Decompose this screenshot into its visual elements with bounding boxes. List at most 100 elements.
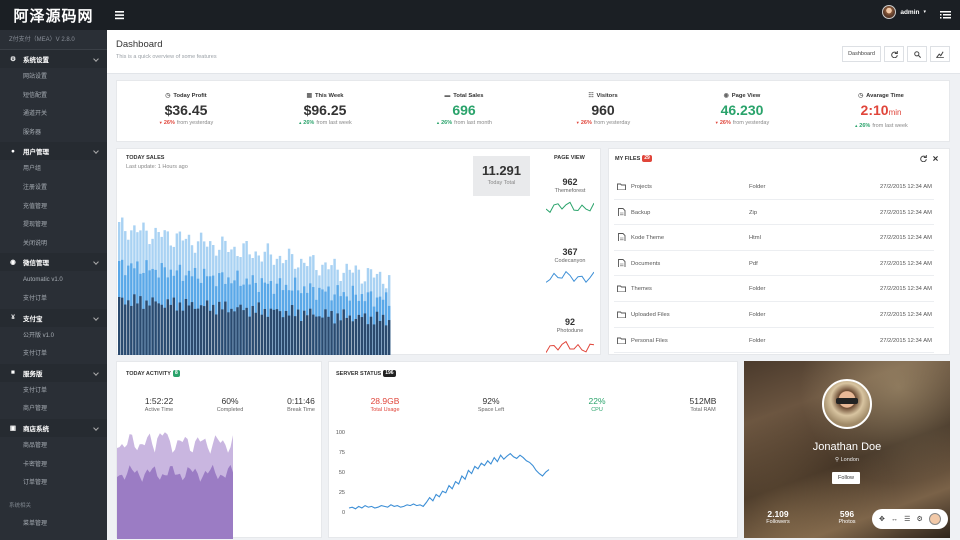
profile-avatar[interactable]	[822, 379, 872, 429]
toolbar-avatar[interactable]	[928, 513, 941, 525]
server-series-line	[348, 452, 550, 510]
arrow-up-icon: ▲	[436, 120, 442, 125]
menu-toggle-icon[interactable]	[114, 8, 126, 22]
refresh-icon[interactable]	[920, 155, 927, 162]
sidebar-group-3[interactable]: ◉ 微信管理	[0, 253, 107, 272]
today-total-box: 11.291 Today Total	[473, 156, 530, 196]
sidebar-item[interactable]: 通道开关	[23, 111, 48, 118]
stat-value: 960	[534, 102, 672, 118]
sales-bar-dark	[345, 317, 348, 355]
list-menu-icon[interactable]	[940, 9, 951, 21]
sales-bar-dark	[145, 300, 148, 355]
pageview-label: Codecanyon	[554, 258, 586, 264]
sales-bar-dark	[266, 316, 270, 355]
refresh-button[interactable]	[884, 46, 904, 62]
sidebar-item[interactable]: 商户管理	[23, 406, 48, 413]
sidebar-group-4[interactable]: ¥ 支付宝	[0, 308, 107, 327]
sidebar-group-6[interactable]: ▣ 商店系统	[0, 418, 107, 437]
sales-bar-dark	[375, 311, 379, 355]
folder-icon	[617, 285, 626, 293]
file-row[interactable]: Themes Folder 27/2/2015 12:34 AM	[614, 276, 934, 302]
sidebar-item[interactable]: 提现管理	[23, 222, 48, 229]
sidebar-group-1[interactable]: ⚙ 系统设置	[0, 50, 107, 68]
sidebar-item[interactable]: 短信配置	[23, 92, 48, 99]
sidebar-group-5[interactable]: ■ 服务版	[0, 363, 107, 382]
sidebar-item[interactable]: 商品管理	[23, 442, 48, 449]
sidebar-item[interactable]: 网站设置	[23, 74, 48, 80]
user-menu[interactable]: admin ▾	[882, 5, 926, 19]
toolbar-tool-icon[interactable]: ☰	[904, 516, 911, 523]
stat-label: ☷ Visitors	[534, 93, 672, 99]
sidebar-item[interactable]: Automatic v1.0	[23, 277, 63, 284]
activity-metric-value: 0:11:46	[287, 396, 315, 406]
search-button[interactable]	[907, 46, 927, 62]
sidebar-item[interactable]: 支付订单	[23, 295, 48, 302]
sidebar-item[interactable]: 公开版 v1.0	[23, 332, 55, 339]
sales-bar-dark	[142, 308, 145, 355]
file-row[interactable]: Projects Folder 27/2/2015 12:34 AM	[614, 174, 934, 200]
sidebar-item-label: 菜单管理	[23, 520, 48, 527]
dashboard-button[interactable]: Dashboard	[842, 46, 881, 62]
profile-location: ⚲ London	[744, 457, 950, 463]
file-row[interactable]: Uploaded Files Folder 27/2/2015 12:34 AM	[614, 302, 934, 328]
stat-label-text: Visitors	[596, 93, 618, 99]
sales-bar-dark	[121, 297, 124, 355]
chevron-down-icon	[93, 148, 99, 155]
stat-percent: 26%	[580, 120, 592, 126]
sidebar-item[interactable]: 卡密管理	[23, 461, 48, 468]
sales-bar-dark	[378, 320, 382, 355]
sales-bar-dark	[136, 303, 139, 355]
sidebar-item[interactable]: 注册设置	[23, 184, 48, 191]
sales-bar-dark	[387, 320, 391, 355]
sales-bar-dark	[242, 310, 245, 355]
location-pin-icon: ⚲	[835, 457, 840, 463]
sidebar-item[interactable]: 关闭说明	[23, 240, 48, 247]
sales-bar-dark	[287, 315, 291, 355]
sidebar-item[interactable]: 订单管理	[23, 480, 48, 487]
file-row[interactable]: Personal Files Folder 27/2/2015 12:34 AM	[614, 328, 934, 354]
today-total-value: 11.291	[481, 163, 522, 178]
toolbar-tool-icon[interactable]: ✥	[879, 516, 885, 523]
sidebar-group-2[interactable]: ● 用户管理	[0, 142, 107, 161]
server-line-chart: 100 75 50 25 0	[336, 430, 550, 516]
sales-bar-dark	[139, 296, 142, 355]
file-type: Html	[749, 235, 761, 242]
brand-logo[interactable]: 阿泽源码网	[13, 7, 94, 25]
server-metric-label: CPU	[591, 407, 603, 413]
sales-bar-dark	[154, 301, 157, 355]
today-activity-panel: TODAY ACTIVITY 8 1:52:22 Active Time 60% Com…	[116, 361, 322, 539]
sidebar-item[interactable]: 充值管理	[23, 203, 48, 210]
sales-bar-dark	[306, 315, 309, 355]
close-icon[interactable]	[932, 155, 939, 162]
folder-icon	[617, 337, 626, 344]
file-row[interactable]: Kode Theme Html 27/2/2015 12:34 AM	[614, 225, 934, 251]
file-type: Folder	[749, 312, 766, 318]
toolbar-tool-icon[interactable]: ⚙	[916, 516, 923, 523]
sales-bar-dark	[199, 305, 203, 355]
gear-icon: ⚙	[10, 56, 16, 63]
file-type: Folder	[749, 286, 766, 293]
sidebar-item[interactable]: 支付订单	[23, 351, 48, 358]
file-row[interactable]: Documents Pdf 27/2/2015 12:34 AM	[614, 251, 934, 277]
stat-label: ◷ Today Profit	[117, 93, 255, 99]
sidebar-item[interactable]: 用户组	[23, 166, 42, 173]
sales-bar-dark	[190, 302, 194, 355]
toolbar-tool-icon[interactable]: ↔	[891, 515, 899, 523]
follow-button[interactable]: Follow	[832, 472, 860, 484]
wechat-icon: ◉	[10, 259, 16, 267]
chart-button[interactable]	[930, 46, 950, 62]
sales-bar-dark	[178, 302, 182, 355]
stat-unit: min	[888, 108, 902, 117]
sidebar-item[interactable]: 支付订单	[23, 387, 48, 394]
file-type: Folder	[749, 337, 766, 344]
sales-bar-dark	[169, 304, 172, 355]
sales-bar-dark	[209, 310, 212, 355]
file-row[interactable]: Backup Zip 27/2/2015 12:34 AM	[614, 200, 934, 226]
floating-toolbar[interactable]: ✥ ↔ ☰ ⚙	[872, 509, 948, 529]
profile-card: Jonathan Doe ⚲ London Follow 2.109 Follo…	[744, 361, 950, 538]
pageview-sparkline	[546, 270, 594, 284]
sidebar-item[interactable]: 服务器	[23, 129, 42, 136]
sidebar-item-menu-manage[interactable]: 菜单管理	[0, 515, 107, 534]
server-metric-value: 92%	[482, 396, 500, 406]
y-tick-label: 100	[336, 430, 345, 436]
